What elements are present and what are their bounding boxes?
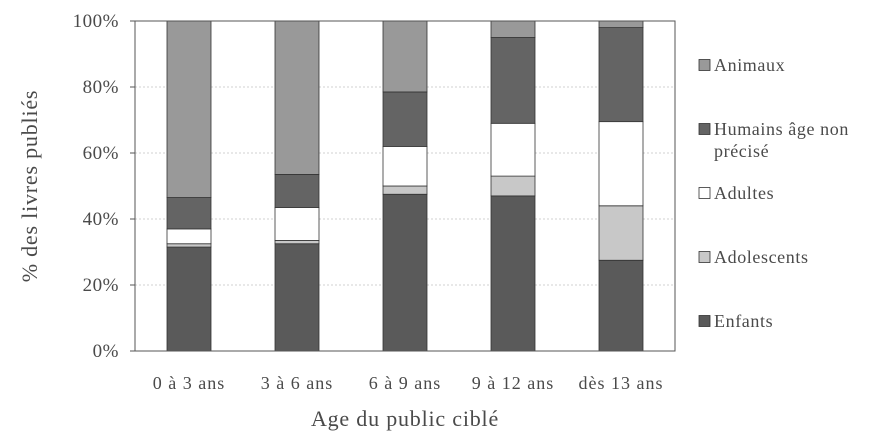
bar-adultes-des-13-ans [598,121,644,207]
bar-enfants-des-13-ans [598,259,644,352]
x-axis: 0 à 3 ans 3 à 6 ans 6 à 9 ans 9 à 12 ans dès… [153,373,664,393]
bar-adolescents-des-13-ans [598,205,644,261]
bar-adolescents-0-a-3-ans [166,243,212,248]
legend-label-line: Adultes [714,183,774,203]
legend-swatch [698,251,711,263]
legend-label-line: précisé [714,141,769,161]
bar-animaux-0-a-3-ans [166,20,212,198]
bar-enfants-9-a-12-ans [490,195,536,352]
plot-frame [134,20,676,352]
bar-enfants-0-a-3-ans [166,246,212,352]
bar-animaux-6-a-9-ans [382,20,428,93]
legend-swatch [698,59,711,71]
x-axis-title: Age du public ciblé [311,406,499,431]
bar-enfants-6-a-9-ans [382,193,428,352]
legend-label-line: Enfants [714,311,773,331]
x-tick-label: 0 à 3 ans [153,373,225,393]
y-tick-label: 60% [83,143,119,164]
x-tick-label: 6 à 9 ans [369,373,441,393]
bar-adultes-0-a-3-ans [166,228,212,245]
legend-item-adultes: Adultes [698,183,774,203]
y-axis: 0% 20% 40% 60% 80% 100% [73,11,135,362]
x-tick-label: 9 à 12 ans [472,373,554,393]
legend-label: Humains âge non précisé [714,119,849,161]
bar-humains-age-non-precise-3-a-6-ans [274,174,320,208]
legend-item-animaux: Animaux [698,55,785,75]
legend-label: Adultes [714,183,774,203]
bar-adolescents-3-a-6-ans [274,240,320,245]
bar-enfants-3-a-6-ans [274,243,320,352]
legend-label-line: Humains âge non [714,119,849,139]
bar-animaux-3-a-6-ans [274,20,320,175]
bars [166,20,644,352]
legend-swatch [698,315,711,327]
legend-label-line: Animaux [714,55,785,75]
bar-adultes-3-a-6-ans [274,207,320,241]
y-tick-label: 100% [73,11,119,32]
y-tick-label: 20% [83,275,119,296]
y-axis-title: % des livres publiés [17,90,42,283]
legend-swatch [698,187,711,199]
x-tick-label: dès 13 ans [579,373,664,393]
legend-swatch [698,123,711,135]
bar-animaux-9-a-12-ans [490,20,536,38]
y-tick-label: 0% [93,341,119,362]
y-tick-label: 40% [83,209,119,230]
x-tick-label: 3 à 6 ans [261,373,333,393]
bar-humains-age-non-precise-6-a-9-ans [382,91,428,147]
bar-humains-age-non-precise-9-a-12-ans [490,37,536,124]
legend-item-humains-age-non-precise: Humains âge non précisé [698,119,849,161]
bar-humains-age-non-precise-0-a-3-ans [166,197,212,230]
legend-label: Enfants [714,311,773,331]
legend-label-line: Adolescents [714,247,809,267]
legend-item-enfants: Enfants [698,311,773,331]
bar-humains-age-non-precise-des-13-ans [598,27,644,123]
legend-label: Animaux [714,55,785,75]
legend-item-adolescents: Adolescents [698,247,809,267]
y-tick-label: 80% [83,77,119,98]
bar-adultes-9-a-12-ans [490,122,536,177]
bar-adolescents-9-a-12-ans [490,175,536,197]
legend: Animaux Humains âge non précisé Adultes Adol… [698,55,849,331]
bar-adultes-6-a-9-ans [382,145,428,187]
bar-animaux-des-13-ans [598,20,644,28]
bar-adolescents-6-a-9-ans [382,185,428,195]
legend-label: Adolescents [714,247,809,267]
